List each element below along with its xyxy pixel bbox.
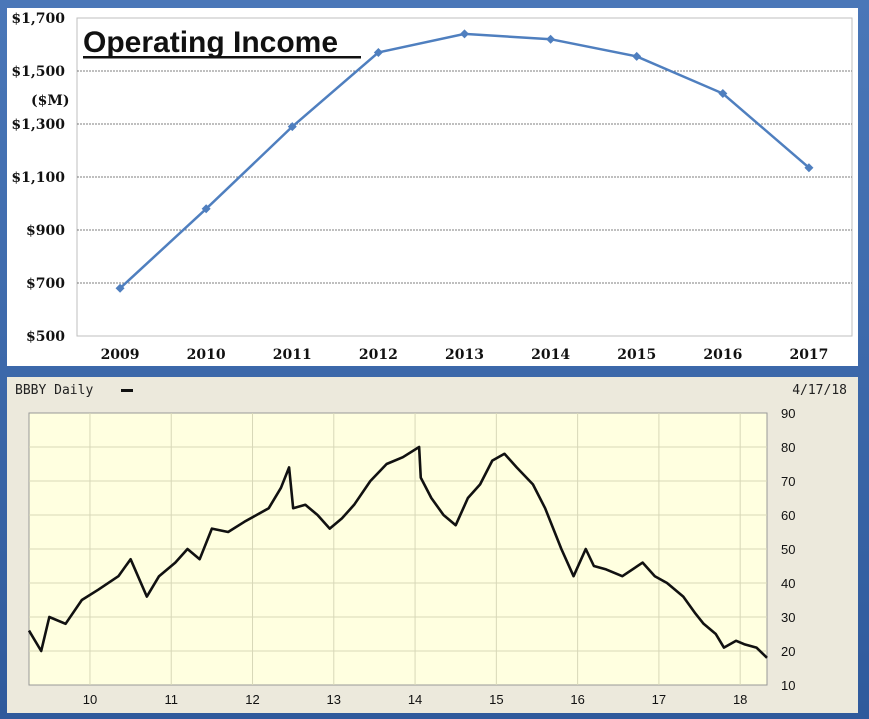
x-tick-label: 2016 [703,347,742,363]
y-tick-label: $1,700 [11,11,65,27]
y-tick-label: $500 [26,329,65,345]
data-point-marker [718,89,728,99]
price-series-line [27,445,768,659]
x-tick-label: 2017 [789,347,828,363]
x-tick-label: 11 [164,692,178,707]
x-tick-label: 2015 [617,347,656,363]
y-tick-label: $900 [26,223,65,239]
data-point-marker [373,47,383,57]
y-tick-label: 70 [781,474,795,489]
data-point-marker [287,122,297,132]
x-tick-label: 2013 [445,347,484,363]
ticker-label: BBBY Daily [15,383,93,398]
title-underline [83,56,361,59]
y-tick-label: 10 [781,678,795,693]
chart-header [7,377,858,401]
y-tick-label: 50 [781,542,795,557]
x-tick-label: 2014 [531,347,570,363]
data-point-marker [201,204,211,214]
y-tick-label: $1,100 [11,170,65,186]
operating-income-chart: $500 $700 $900 $1,100 $1,300 $1,500 $1,700 200… [7,8,858,366]
x-tick-label: 18 [733,692,747,707]
y-tick-label: $1,500 [11,64,65,80]
x-tick-label: 16 [570,692,584,707]
data-point-marker [546,34,556,44]
data-point-marker [460,29,469,39]
x-tick-label: 13 [327,692,341,707]
data-point-marker [804,163,814,173]
y-tick-label: 30 [781,610,795,625]
x-tick-label: 2009 [101,347,140,363]
x-tick-label: 15 [489,692,503,707]
x-tick-label: 12 [245,692,259,707]
x-tick-label: 2012 [359,347,398,363]
chart-date: 4/17/18 [792,383,847,398]
x-tick-label: 14 [408,692,422,707]
y-tick-label: $1,300 [11,117,65,133]
data-point-marker [632,51,642,61]
y-tick-label: 60 [781,508,795,523]
y-tick-label: 90 [781,406,795,421]
chart-title: Operating Income [83,26,338,59]
data-point-marker [115,283,125,293]
x-tick-label: 2011 [273,347,312,363]
y-tick-label: 40 [781,576,795,591]
y-axis-label: ($M) [31,93,70,109]
legend-line-swatch [121,389,133,392]
y-tick-label: $700 [26,276,65,292]
x-tick-label: 2010 [187,347,226,363]
bbby-daily-chart: BBBY Daily 4/17/18 10 20 30 40 50 60 70 80 90 10… [7,377,858,713]
y-tick-label: 20 [781,644,795,659]
y-tick-label: 80 [781,440,795,455]
bbby-daily-svg: BBBY Daily 4/17/18 10 20 30 40 50 60 70 80 90 10… [7,377,858,707]
x-tick-label: 10 [83,692,97,707]
x-tick-label: 17 [652,692,666,707]
operating-income-svg: $500 $700 $900 $1,100 $1,300 $1,500 $1,700 200… [11,11,853,363]
